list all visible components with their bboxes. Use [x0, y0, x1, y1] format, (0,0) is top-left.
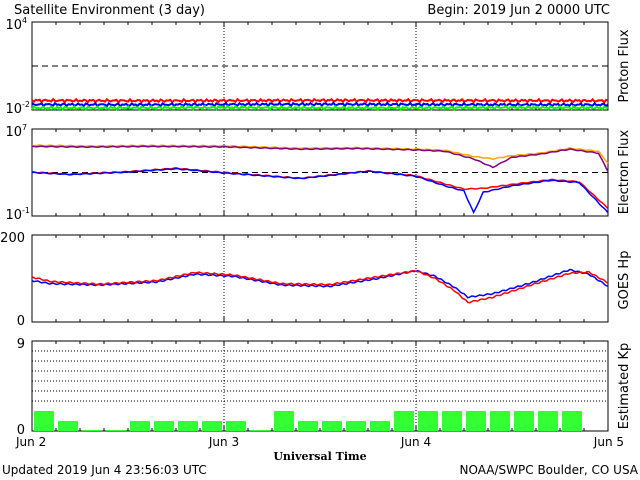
chart-title: Satellite Environment (3 day) — [14, 3, 205, 18]
y-tick-label-bottom-exponent: -2 — [22, 100, 30, 109]
series-line-red — [31, 167, 609, 210]
y-tick-label-bottom-exponent: -1 — [22, 206, 30, 215]
kp-bar — [298, 421, 318, 431]
kp-bar — [34, 411, 54, 431]
updated-timestamp: Updated 2019 Jun 4 23:56:03 UTC — [2, 463, 207, 477]
y-axis-label: Proton Flux — [617, 29, 632, 102]
kp-bar — [250, 430, 270, 431]
y-tick-label-bottom: 10 — [5, 102, 22, 117]
series-line-green — [31, 104, 609, 112]
x-axis-label: Universal Time — [273, 450, 366, 463]
kp-bar — [202, 421, 222, 431]
series-line-blue — [31, 167, 609, 215]
x-tick-label: Jun 2 — [15, 435, 46, 449]
kp-bar — [130, 421, 150, 431]
y-axis-label: Estimated Kp — [617, 343, 632, 430]
y-tick-label-bottom: 0 — [17, 423, 25, 438]
kp-bar — [274, 411, 294, 431]
kp-bar — [418, 411, 438, 431]
panel-frame — [31, 234, 609, 323]
kp-bar — [442, 411, 462, 431]
kp-bar — [58, 421, 78, 431]
series-line-red — [31, 269, 609, 304]
x-tick-label: Jun 5 — [593, 435, 624, 449]
kp-bar — [562, 411, 582, 431]
x-tick-label: Jun 3 — [208, 435, 239, 449]
kp-bar — [154, 421, 174, 431]
y-tick-label-top: 200 — [0, 231, 25, 246]
panel-frame — [31, 21, 609, 111]
kp-bar — [538, 411, 558, 431]
y-tick-label-top: 10 — [5, 18, 22, 33]
series-line-purple — [31, 145, 609, 172]
kp-bar — [346, 421, 366, 431]
estimated-kp-panel: Estimated Kp 9 0 — [17, 337, 632, 438]
series-line-red — [31, 97, 609, 105]
kp-bar — [514, 411, 534, 431]
series-line-blue — [31, 101, 609, 109]
y-axis-label: GOES Hp — [617, 251, 632, 310]
y-tick-label-top: 10 — [5, 125, 22, 140]
x-tick-labels: Jun 2 Jun 3 Jun 4 Jun 5 — [15, 435, 624, 449]
goes-hp-panel: GOES Hp 200 0 — [0, 231, 632, 329]
y-tick-label-top-exponent: 4 — [22, 16, 27, 25]
kp-bar — [226, 421, 246, 431]
kp-bar — [394, 411, 414, 431]
kp-bar — [82, 430, 102, 431]
y-axis-label: Electron Flux — [617, 129, 632, 214]
agency-credit: NOAA/SWPC Boulder, CO USA — [460, 463, 639, 477]
x-tick-label: Jun 4 — [400, 435, 431, 449]
y-tick-label-top-exponent: 7 — [22, 123, 27, 132]
y-tick-label-bottom: 10 — [5, 208, 22, 223]
kp-bar — [106, 430, 126, 431]
kp-bar — [466, 411, 486, 431]
kp-bar — [322, 421, 342, 431]
y-tick-label-top: 9 — [17, 337, 25, 352]
y-tick-label-bottom: 0 — [17, 314, 25, 329]
begin-label: Begin: 2019 Jun 2 0000 UTC — [427, 3, 610, 18]
kp-bar — [490, 411, 510, 431]
kp-bar — [178, 421, 198, 431]
kp-bar — [370, 421, 390, 431]
